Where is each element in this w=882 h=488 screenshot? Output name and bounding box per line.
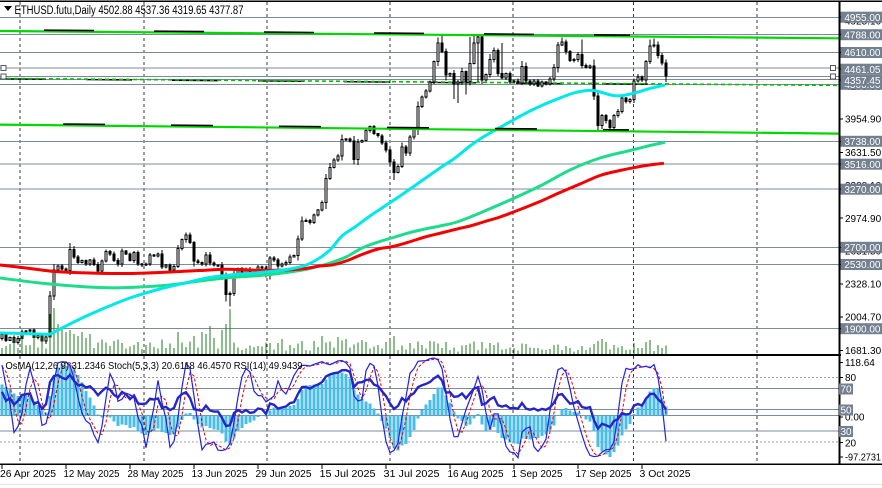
svg-text:13 Jun 2025: 13 Jun 2025 — [192, 469, 248, 480]
svg-text:2974.90: 2974.90 — [845, 214, 882, 225]
svg-text:4610.00: 4610.00 — [844, 48, 881, 59]
svg-text:OsMA(12,26,9) 31.2346 Stoch(5: OsMA(12,26,9) 31.2346 Stoch(5,3,3) 20.61… — [6, 361, 303, 372]
svg-text:2700.00: 2700.00 — [844, 243, 881, 254]
svg-text:2328.10: 2328.10 — [845, 280, 882, 291]
svg-text:1900.00: 1900.00 — [844, 324, 881, 335]
svg-text:12 May 2025: 12 May 2025 — [64, 469, 120, 480]
svg-text:2530.00: 2530.00 — [844, 260, 881, 271]
svg-text:70: 70 — [841, 385, 853, 396]
svg-text:31 Jul 2025: 31 Jul 2025 — [384, 469, 440, 480]
svg-text:4461.05: 4461.05 — [844, 65, 881, 76]
svg-text:80: 80 — [845, 373, 857, 384]
svg-text:3738.00: 3738.00 — [844, 137, 881, 148]
svg-text:1681.30: 1681.30 — [845, 346, 882, 357]
svg-text:29 Jun 2025: 29 Jun 2025 — [256, 469, 312, 480]
svg-text:4955.00: 4955.00 — [844, 13, 881, 24]
svg-text:30: 30 — [841, 427, 853, 438]
svg-text:4788.00: 4788.00 — [844, 30, 881, 41]
svg-text:3 Oct 2025: 3 Oct 2025 — [640, 469, 691, 480]
svg-text:3516.00: 3516.00 — [844, 160, 881, 171]
svg-text:ETHUSD.futu,Daily 4502.88 453: ETHUSD.futu,Daily 4502.88 4537.36 4319.6… — [15, 5, 244, 17]
svg-text:-97.2731: -97.2731 — [845, 452, 881, 463]
svg-text:1 Sep 2025: 1 Sep 2025 — [512, 469, 563, 480]
svg-text:16 Aug 2025: 16 Aug 2025 — [448, 469, 504, 480]
svg-text:2004.70: 2004.70 — [845, 313, 882, 324]
svg-text:118.64: 118.64 — [845, 358, 875, 369]
svg-text:20: 20 — [845, 438, 857, 449]
svg-text:17 Sep 2025: 17 Sep 2025 — [576, 469, 632, 480]
svg-text:0.00: 0.00 — [845, 412, 865, 423]
svg-text:28 May 2025: 28 May 2025 — [128, 469, 184, 480]
svg-text:4357.45: 4357.45 — [844, 76, 881, 87]
svg-text:15 Jul 2025: 15 Jul 2025 — [320, 469, 376, 480]
svg-text:3954.90: 3954.90 — [845, 115, 882, 126]
svg-text:26 Apr 2025: 26 Apr 2025 — [0, 469, 56, 480]
svg-text:3270.00: 3270.00 — [844, 185, 881, 196]
svg-text:3631.50: 3631.50 — [845, 148, 882, 159]
svg-text:50: 50 — [841, 406, 853, 417]
